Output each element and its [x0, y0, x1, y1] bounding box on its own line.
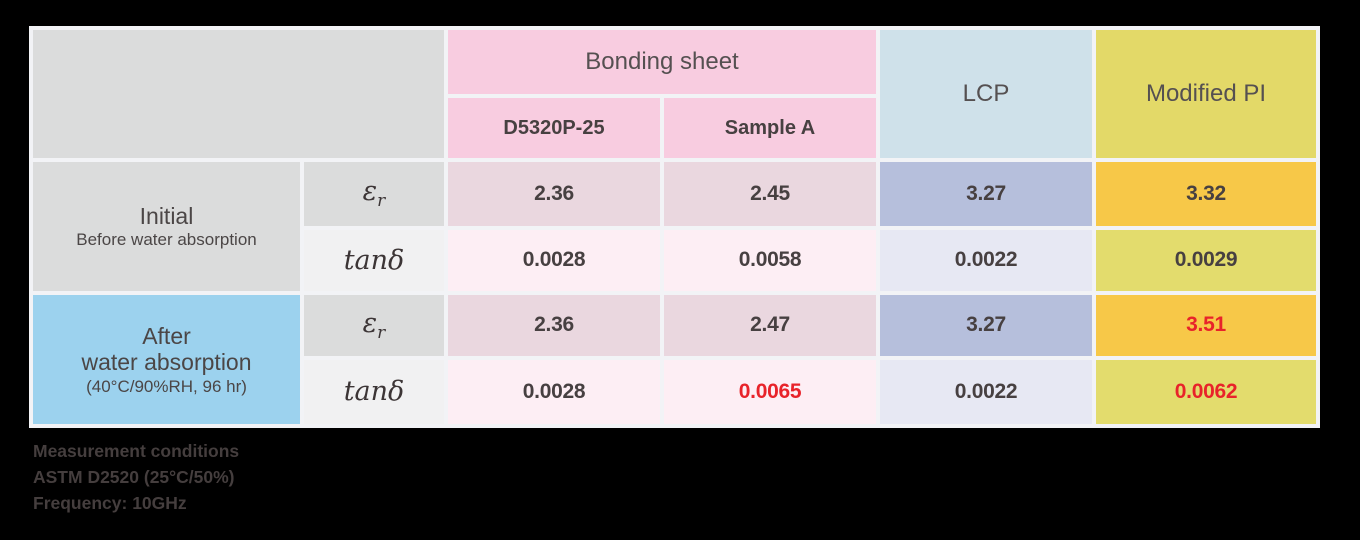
value-after-tand-lcp: 0.0022 — [880, 360, 1092, 424]
value-initial-er-sample-a: 2.45 — [664, 162, 876, 226]
epsilon-r-symbol: εr — [363, 308, 386, 344]
value-after-er-modified-pi: 3.51 — [1096, 295, 1316, 356]
tand-symbol: tanδ — [343, 376, 405, 408]
value-initial-er-modified-pi: 3.32 — [1096, 162, 1316, 226]
row-group-initial-subtitle: Before water absorption — [76, 230, 257, 250]
param-label-er-after: εr — [304, 295, 444, 356]
properties-table: Bonding sheet LCP Modified PI D5320P-25 … — [29, 26, 1320, 428]
tand-symbol: tanδ — [343, 244, 405, 276]
epsilon-base: ε — [362, 176, 378, 208]
note-line-standard: ASTM D2520 (25°C/50%) — [33, 467, 235, 487]
epsilon-r-symbol: εr — [363, 176, 386, 212]
value-initial-er-lcp: 3.27 — [880, 162, 1092, 226]
value-initial-tand-lcp: 0.0022 — [880, 230, 1092, 291]
value-after-er-sample-a: 2.47 — [664, 295, 876, 356]
param-label-tand-after: tanδ — [304, 360, 444, 424]
note-line-measurement-conditions: Measurement conditions — [33, 441, 240, 461]
col-header-modified-pi: Modified PI — [1096, 30, 1316, 158]
value-initial-tand-d5320p25: 0.0028 — [448, 230, 660, 291]
measurement-conditions-note: Measurement conditions ASTM D2520 (25°C/… — [33, 438, 239, 516]
row-group-after: After water absorption (40°C/90%RH, 96 h… — [33, 295, 300, 424]
value-initial-er-d5320p25: 2.36 — [448, 162, 660, 226]
value-after-tand-d5320p25: 0.0028 — [448, 360, 660, 424]
row-group-after-title-line2: water absorption — [81, 349, 252, 376]
col-header-d5320p25-label: D5320P-25 — [503, 116, 605, 139]
value-after-tand-sample-a: 0.0065 — [664, 360, 876, 424]
col-header-lcp-label: LCP — [962, 80, 1010, 108]
value-initial-tand-sample-a: 0.0058 — [664, 230, 876, 291]
col-header-d5320p25: D5320P-25 — [448, 98, 660, 158]
col-header-modified-pi-label: Modified PI — [1145, 80, 1267, 108]
properties-table-grid: Bonding sheet LCP Modified PI D5320P-25 … — [33, 30, 1316, 424]
value-after-er-d5320p25: 2.36 — [448, 295, 660, 356]
param-label-tand-initial: tanδ — [304, 230, 444, 291]
value-after-tand-modified-pi: 0.0062 — [1096, 360, 1316, 424]
epsilon-subscript: r — [377, 322, 386, 343]
value-after-er-lcp: 3.27 — [880, 295, 1092, 356]
col-header-sample-a: Sample A — [664, 98, 876, 158]
note-line-frequency: Frequency: 10GHz — [33, 493, 187, 513]
col-group-bonding-sheet: Bonding sheet — [448, 30, 876, 94]
col-group-bonding-sheet-label: Bonding sheet — [585, 48, 739, 76]
row-group-initial-title: Initial — [139, 203, 194, 229]
col-header-lcp: LCP — [880, 30, 1092, 158]
row-group-after-title-line1: After — [142, 322, 191, 349]
row-group-initial: Initial Before water absorption — [33, 162, 300, 291]
epsilon-base: ε — [362, 307, 378, 339]
col-header-sample-a-label: Sample A — [724, 116, 816, 139]
row-group-after-subtitle: (40°C/90%RH, 96 hr) — [86, 376, 247, 396]
param-label-er-initial: εr — [304, 162, 444, 226]
corner-cell — [33, 30, 444, 158]
epsilon-subscript: r — [377, 191, 386, 212]
value-initial-tand-modified-pi: 0.0029 — [1096, 230, 1316, 291]
